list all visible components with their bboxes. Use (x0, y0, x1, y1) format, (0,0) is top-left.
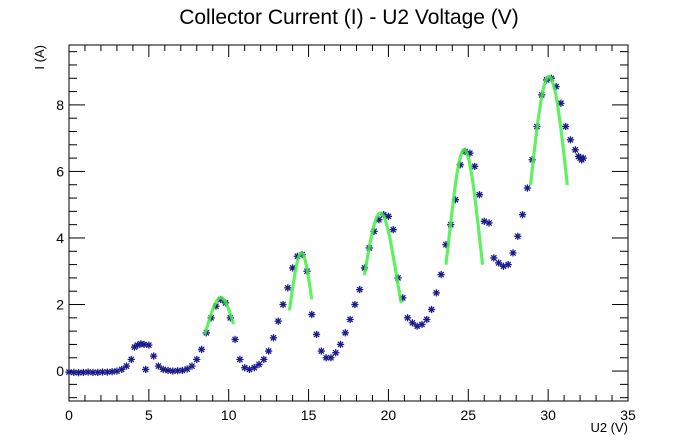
data-point (437, 270, 445, 279)
data-point (336, 340, 345, 349)
y-tick-label: 2 (56, 297, 64, 313)
data-point (265, 347, 273, 355)
data-point (480, 217, 488, 225)
data-point (145, 341, 153, 349)
data-point (485, 219, 493, 227)
x-tick-label: 0 (65, 407, 73, 423)
y-tick-label: 8 (56, 97, 64, 113)
data-point (150, 352, 158, 360)
data-point (279, 300, 287, 309)
x-axis-label: U2 (V) (590, 420, 628, 435)
data-point (514, 232, 522, 240)
y-tick-label: 6 (56, 163, 64, 179)
y-axis-ticks (69, 51, 628, 399)
data-point (356, 285, 364, 294)
fit-curve (203, 296, 236, 335)
data-point (504, 260, 512, 269)
data-point (490, 254, 498, 262)
data-point (183, 365, 191, 373)
data-point (250, 364, 258, 372)
x-axis-tick-labels: 0 5 10 15 20 25 30 35 (65, 407, 636, 423)
data-point (471, 162, 479, 171)
fit-curve (444, 148, 485, 265)
chart-title: Collector Current (I) - U2 Voltage (V) (179, 6, 519, 29)
data-point (140, 340, 148, 349)
data-point (403, 314, 412, 322)
x-tick-label: 20 (381, 407, 397, 423)
x-tick-label: 10 (221, 407, 237, 423)
data-point (154, 362, 163, 370)
data-point (284, 284, 292, 292)
data-point (384, 212, 393, 220)
data-point (122, 362, 131, 370)
data-point (389, 226, 397, 234)
data-point (509, 249, 517, 257)
data-point (423, 315, 431, 324)
x-axis-ticks (68, 45, 629, 401)
data-points (65, 74, 587, 377)
x-tick-label: 30 (540, 407, 556, 423)
data-point (566, 136, 575, 144)
fit-curve (362, 211, 403, 304)
fit-curves (203, 74, 569, 335)
data-point (418, 320, 426, 329)
data-point (562, 122, 570, 131)
data-point (327, 354, 335, 362)
data-point (142, 365, 150, 373)
data-point (518, 211, 527, 219)
data-point (579, 154, 587, 162)
x-tick-label: 35 (620, 407, 636, 423)
data-point (269, 334, 278, 342)
data-point (346, 315, 354, 324)
data-point (103, 368, 111, 376)
data-point (188, 362, 196, 370)
y-tick-label: 4 (56, 230, 64, 246)
data-point (197, 345, 206, 354)
y-tick-label: 0 (56, 363, 64, 379)
data-point (231, 335, 239, 344)
data-point (260, 355, 268, 364)
data-point (274, 317, 282, 325)
data-point (236, 355, 244, 364)
y-axis-tick-labels: 0 2 4 6 8 (56, 97, 64, 379)
data-point (427, 305, 436, 314)
data-point (255, 360, 263, 369)
data-point (341, 329, 349, 337)
data-point (312, 330, 321, 339)
fit-curve (529, 74, 569, 186)
data-point (351, 300, 359, 309)
x-tick-label: 15 (301, 407, 317, 423)
x-tick-label: 25 (460, 407, 476, 423)
data-point (317, 347, 325, 355)
data-point (332, 349, 340, 357)
data-point (432, 289, 440, 297)
data-point (118, 365, 126, 373)
data-point (408, 319, 416, 327)
data-point (571, 146, 579, 154)
data-point (164, 366, 172, 374)
data-point (178, 366, 186, 374)
data-point (475, 191, 484, 199)
x-tick-label: 5 (145, 407, 153, 423)
data-point (159, 365, 167, 373)
data-point (127, 355, 135, 364)
data-point (108, 368, 116, 376)
data-point (495, 259, 503, 267)
plot-frame (68, 44, 629, 402)
y-axis-label: I (A) (32, 45, 47, 70)
data-point (193, 355, 201, 364)
data-point (308, 310, 316, 319)
data-point (523, 184, 531, 192)
fit-curve (287, 251, 314, 311)
